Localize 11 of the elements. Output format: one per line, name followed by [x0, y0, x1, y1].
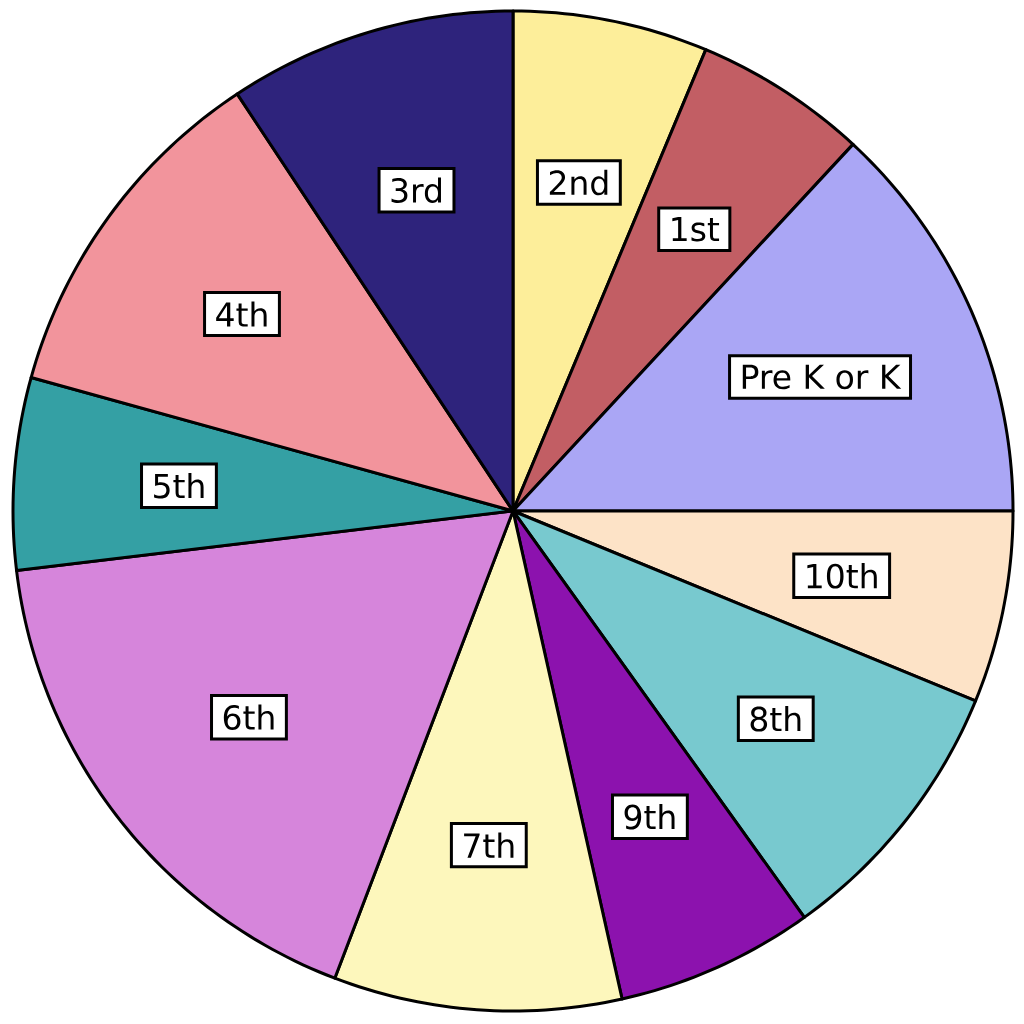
slice-label: 2nd — [549, 169, 608, 196]
slice-label: 3rd — [391, 177, 441, 203]
slice-label: 4th — [216, 301, 267, 327]
slice-label: Pre K or K — [742, 364, 902, 390]
slice-label: 5th — [154, 472, 204, 499]
slice-label: 1st — [672, 217, 720, 242]
slice-label: 8th — [750, 706, 801, 732]
slice-label: 6th — [223, 704, 274, 730]
slice-label: 10th — [807, 563, 877, 589]
slice-label: 9th — [624, 803, 675, 830]
slice-label: 7th — [464, 832, 514, 858]
